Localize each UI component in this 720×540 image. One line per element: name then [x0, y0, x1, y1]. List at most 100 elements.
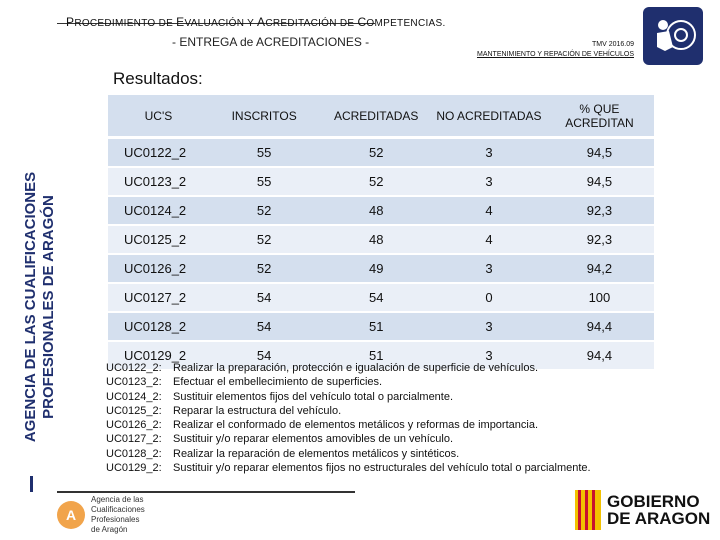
porcentaje-cell: 94,4 — [544, 312, 654, 342]
legend-item: UC0122_2: Realizar la preparación, protec… — [106, 361, 591, 375]
legend-code: UC0128_2: — [106, 447, 162, 460]
porcentaje-cell: 100 — [544, 283, 654, 313]
no-acreditadas-cell: 4 — [433, 196, 545, 226]
legend-description: Sustituir y/o reparar elementos amovible… — [173, 433, 454, 446]
header-acreditadas: ACREDITADAS — [319, 95, 434, 139]
legend-code: UC0122_2: — [106, 362, 162, 374]
agency-logo-line: Cualificaciones — [91, 505, 145, 514]
table-header-row: UC'S INSCRITOS ACREDITADAS NO ACREDITADA… — [108, 95, 654, 139]
acreditadas-cell: 51 — [319, 341, 434, 371]
page-subtitle: - ENTREGA de ACREDITACIONES - — [172, 35, 370, 49]
legend-item: UC0129_2: Sustituir y/o reparar elementos… — [106, 461, 591, 475]
legend-description: Realizar la preparación, protección e ig… — [173, 362, 539, 374]
header-inscritos: INSCRITOS — [208, 95, 320, 139]
legend-code: UC0129_2: — [106, 462, 162, 475]
no-acreditadas-cell: 3 — [433, 137, 545, 168]
agency-logo-line: de Aragón — [91, 525, 128, 534]
qualification-code-number: TMV 2016.09 — [591, 41, 634, 48]
legend-description: Realizar el conformado de elementos metá… — [173, 419, 538, 432]
table-row: UC0125_2 52 48 4 92,3 — [108, 225, 654, 255]
no-acreditadas-cell: 3 — [433, 254, 545, 284]
uc-cell: UC0124_2 — [108, 196, 209, 226]
legend-code: UC0124_2: — [106, 390, 162, 403]
no-acreditadas-cell: 0 — [433, 283, 545, 313]
porcentaje-cell: 94,4 — [544, 341, 654, 371]
gobierno-aragon-logo: GOBIERNO DE ARAGON — [575, 490, 710, 530]
header-porcentaje: % QUE ACREDITAN — [544, 95, 654, 139]
uc-cell: UC0126_2 — [108, 254, 209, 284]
gobierno-aragon-text: GOBIERNO DE ARAGON — [607, 493, 710, 527]
legend-code: UC0126_2: — [106, 419, 162, 432]
results-heading: Resultados: — [113, 69, 203, 88]
inscritos-cell: 54 — [208, 341, 320, 371]
title-initial: C — [357, 15, 367, 29]
acreditadas-cell: 52 — [319, 167, 434, 197]
agency-logo-line: Agencia de las — [91, 495, 144, 504]
gov-logo-line2: DE ARAGON — [607, 509, 711, 528]
acreditadas-cell: 54 — [319, 283, 434, 313]
legend-item: UC0128_2: Realizar la reparación de eleme… — [106, 447, 591, 461]
header-no-acreditadas: NO ACREDITADAS — [433, 95, 545, 139]
agency-logo-text: Agencia de las Cualificaciones Profesion… — [91, 495, 145, 535]
page-title: PROCEDIMIENTO DE EVALUACIÓN Y ACREDITACI… — [66, 15, 446, 29]
footer-rule — [57, 491, 355, 493]
porcentaje-cell: 92,3 — [544, 196, 654, 226]
uc-cell: UC0128_2 — [108, 312, 209, 342]
acreditadas-cell: 48 — [319, 196, 434, 226]
inscritos-cell: 52 — [208, 225, 320, 255]
uc-cell: UC0127_2 — [108, 283, 209, 313]
aragon-flag-icon — [575, 490, 601, 530]
acreditadas-cell: 51 — [319, 312, 434, 342]
legend-item: UC0127_2: Sustituir y/o reparar elementos… — [106, 432, 591, 446]
uc-cell: UC0122_2 — [108, 137, 209, 168]
header-ucs: UC'S — [108, 95, 209, 139]
legend-description: Sustituir y/o reparar elementos fijos no… — [173, 462, 591, 475]
no-acreditadas-cell: 3 — [433, 167, 545, 197]
uc-legend: UC0122_2: Realizar la preparación, protec… — [106, 361, 591, 475]
table-row: UC0122_2 55 52 3 94,5 — [108, 137, 654, 168]
legend-item: UC0125_2: Reparar la estructura del vehíc… — [106, 404, 591, 418]
header-rule — [57, 23, 375, 24]
legend-code: UC0127_2: — [106, 433, 162, 446]
agency-logo-icon: A — [57, 501, 85, 529]
no-acreditadas-cell: 4 — [433, 225, 545, 255]
acreditadas-cell: 49 — [319, 254, 434, 284]
title-fragment: CREDITACIÓN DE — [265, 18, 358, 29]
table-row: UC0127_2 54 54 0 100 — [108, 283, 654, 313]
table-row: UC0124_2 52 48 4 92,3 — [108, 196, 654, 226]
legend-description: Efectuar el embellecimiento de superfici… — [173, 376, 383, 389]
legend-code: UC0125_2: — [106, 404, 162, 417]
legend-item: UC0123_2: Efectuar el embellecimiento de … — [106, 375, 591, 389]
inscritos-cell: 55 — [208, 137, 320, 168]
agency-logo: A Agencia de las Cualificaciones Profesi… — [57, 495, 145, 535]
legend-item: UC0124_2: Sustituir elementos fijos del v… — [106, 390, 591, 404]
title-initial: A — [257, 15, 266, 29]
title-initial: E — [176, 15, 185, 29]
table-row: UC0123_2 55 52 3 94,5 — [108, 167, 654, 197]
legend-item: UC0126_2: Realizar el conformado de eleme… — [106, 418, 591, 432]
legend-description: Realizar la reparación de elementos metá… — [173, 447, 460, 460]
table-row: UC0129_2 54 51 3 94,4 — [108, 341, 654, 371]
porcentaje-cell: 94,2 — [544, 254, 654, 284]
legend-code: UC0123_2: — [106, 376, 162, 389]
uc-cell: UC0125_2 — [108, 225, 209, 255]
sidebar-accent-bar — [30, 476, 33, 492]
inscritos-cell: 52 — [208, 196, 320, 226]
acreditadas-cell: 52 — [319, 137, 434, 168]
inscritos-cell: 54 — [208, 283, 320, 313]
legend-description: Reparar la estructura del vehículo. — [173, 404, 342, 417]
table-row: UC0128_2 54 51 3 94,4 — [108, 312, 654, 342]
gov-logo-line1: GOBIERNO — [607, 492, 700, 511]
qualification-code: TMV 2016.09 MANTENIMIENTO Y REPACIÓN DE … — [454, 40, 634, 60]
title-initial: P — [66, 15, 75, 29]
uc-cell: UC0129_2 — [108, 341, 209, 371]
porcentaje-cell: 94,5 — [544, 167, 654, 197]
uc-cell: UC0123_2 — [108, 167, 209, 197]
title-fragment: OMPETENCIAS. — [366, 18, 446, 29]
inscritos-cell: 55 — [208, 167, 320, 197]
porcentaje-cell: 94,5 — [544, 137, 654, 168]
agency-title-line1: AGENCIA DE LAS CUALIFICACIONES — [22, 171, 39, 443]
title-fragment: ROCEDIMIENTO DE — [74, 18, 177, 29]
porcentaje-cell: 92,3 — [544, 225, 654, 255]
results-table: UC'S INSCRITOS ACREDITADAS NO ACREDITADA… — [108, 95, 654, 371]
